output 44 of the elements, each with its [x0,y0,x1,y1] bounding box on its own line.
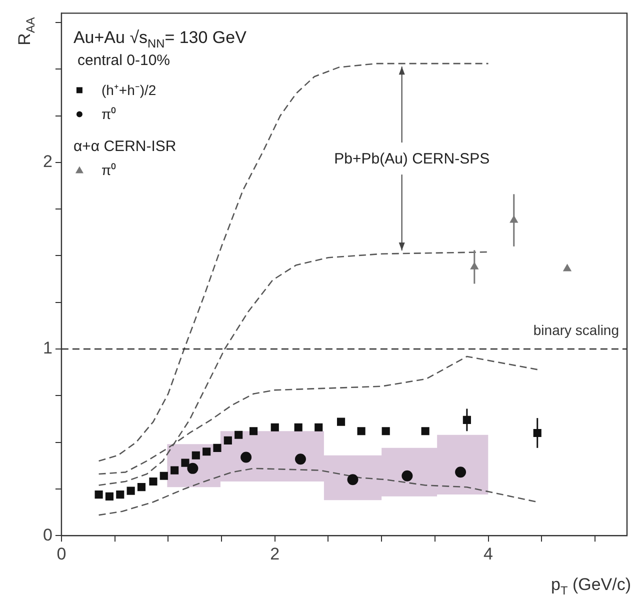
point [402,470,413,482]
point [213,444,222,452]
x-tick-label: 4 [484,544,494,564]
point [294,423,302,432]
point [170,466,179,474]
point [314,423,323,432]
y-tick-label: 1 [42,338,52,358]
point [347,474,358,486]
point [137,483,146,492]
point [563,264,572,272]
y-axis-title: RAA [15,17,38,46]
ref-line-label: binary scaling [533,322,620,338]
x-tick-label: 2 [270,544,280,564]
point [382,427,390,436]
text: central 0-10% [77,52,170,70]
point [294,454,306,465]
point [105,492,114,500]
point [160,472,168,480]
line-series [98,468,538,516]
legend-label: π⁰ [101,106,116,122]
point [187,462,198,474]
point [455,466,466,478]
point [149,477,158,486]
point [94,490,103,499]
point [192,451,200,460]
annotation: Pb+Pb(Au) CERN-SPS [334,150,490,168]
point [126,486,135,495]
legend-label: (h⁺+h⁻)/2 [101,82,156,98]
legend-label: π⁰ [101,162,116,178]
point [240,452,252,463]
point [234,430,243,439]
y-tick-label: 2 [42,152,52,172]
point [202,448,211,456]
point [270,423,279,432]
point [357,427,366,436]
point [249,427,258,436]
x-tick-label: 0 [56,544,66,564]
annotation: α+α CERN-ISR [73,138,176,156]
y-tick-label: 0 [42,525,52,544]
point [336,418,346,426]
point [224,436,232,444]
point [116,490,124,499]
point [181,458,190,467]
point [421,427,430,436]
